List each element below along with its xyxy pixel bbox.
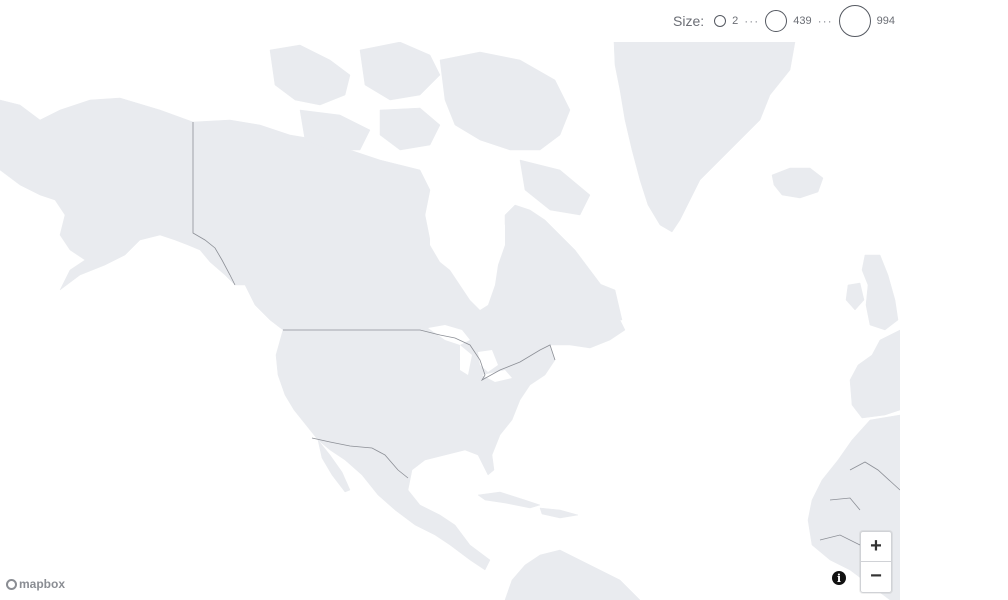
landmass-united-states	[275, 329, 556, 571]
landmass-arctic-islands	[269, 42, 623, 321]
border-africa	[819, 461, 900, 546]
mapbox-logo-icon	[6, 578, 17, 590]
landmass-british-isles	[845, 254, 899, 331]
mapbox-logo-text: mapbox	[19, 577, 66, 591]
water-great-lakes	[428, 325, 512, 382]
legend-title: Size:	[673, 13, 705, 29]
legend-value-max: 994	[876, 15, 895, 27]
landmass-greenland	[613, 42, 796, 233]
landmass-iberia	[849, 329, 900, 419]
basemap	[0, 42, 900, 600]
legend-circle-medium	[765, 10, 788, 32]
landmass-iceland	[771, 167, 824, 199]
zoom-in-button[interactable]: +	[870, 535, 882, 557]
mapbox-logo[interactable]: mapbox	[6, 576, 65, 592]
landmass-baja	[317, 439, 351, 493]
zoom-control: + −	[860, 531, 892, 593]
legend-ellipsis: ···	[817, 14, 833, 28]
border-us-canada	[192, 122, 556, 382]
border-us-mexico	[311, 437, 409, 479]
legend-value-mid: 439	[793, 15, 812, 27]
zoom-out-button[interactable]: −	[861, 561, 891, 591]
legend-circle-large	[838, 5, 871, 37]
map-canvas[interactable]	[0, 42, 900, 600]
landmass-alaska	[0, 97, 236, 291]
info-icon[interactable]: i	[832, 571, 846, 585]
landmass-south-america	[504, 549, 641, 600]
size-legend: Size: 2 ··· 439 ··· 994	[673, 5, 895, 37]
water-hudson-bay	[430, 190, 505, 310]
legend-circle-small	[714, 15, 727, 27]
legend-value-min: 2	[732, 15, 739, 27]
landmass-caribbean	[477, 491, 579, 519]
legend-ellipsis: ···	[744, 14, 760, 28]
